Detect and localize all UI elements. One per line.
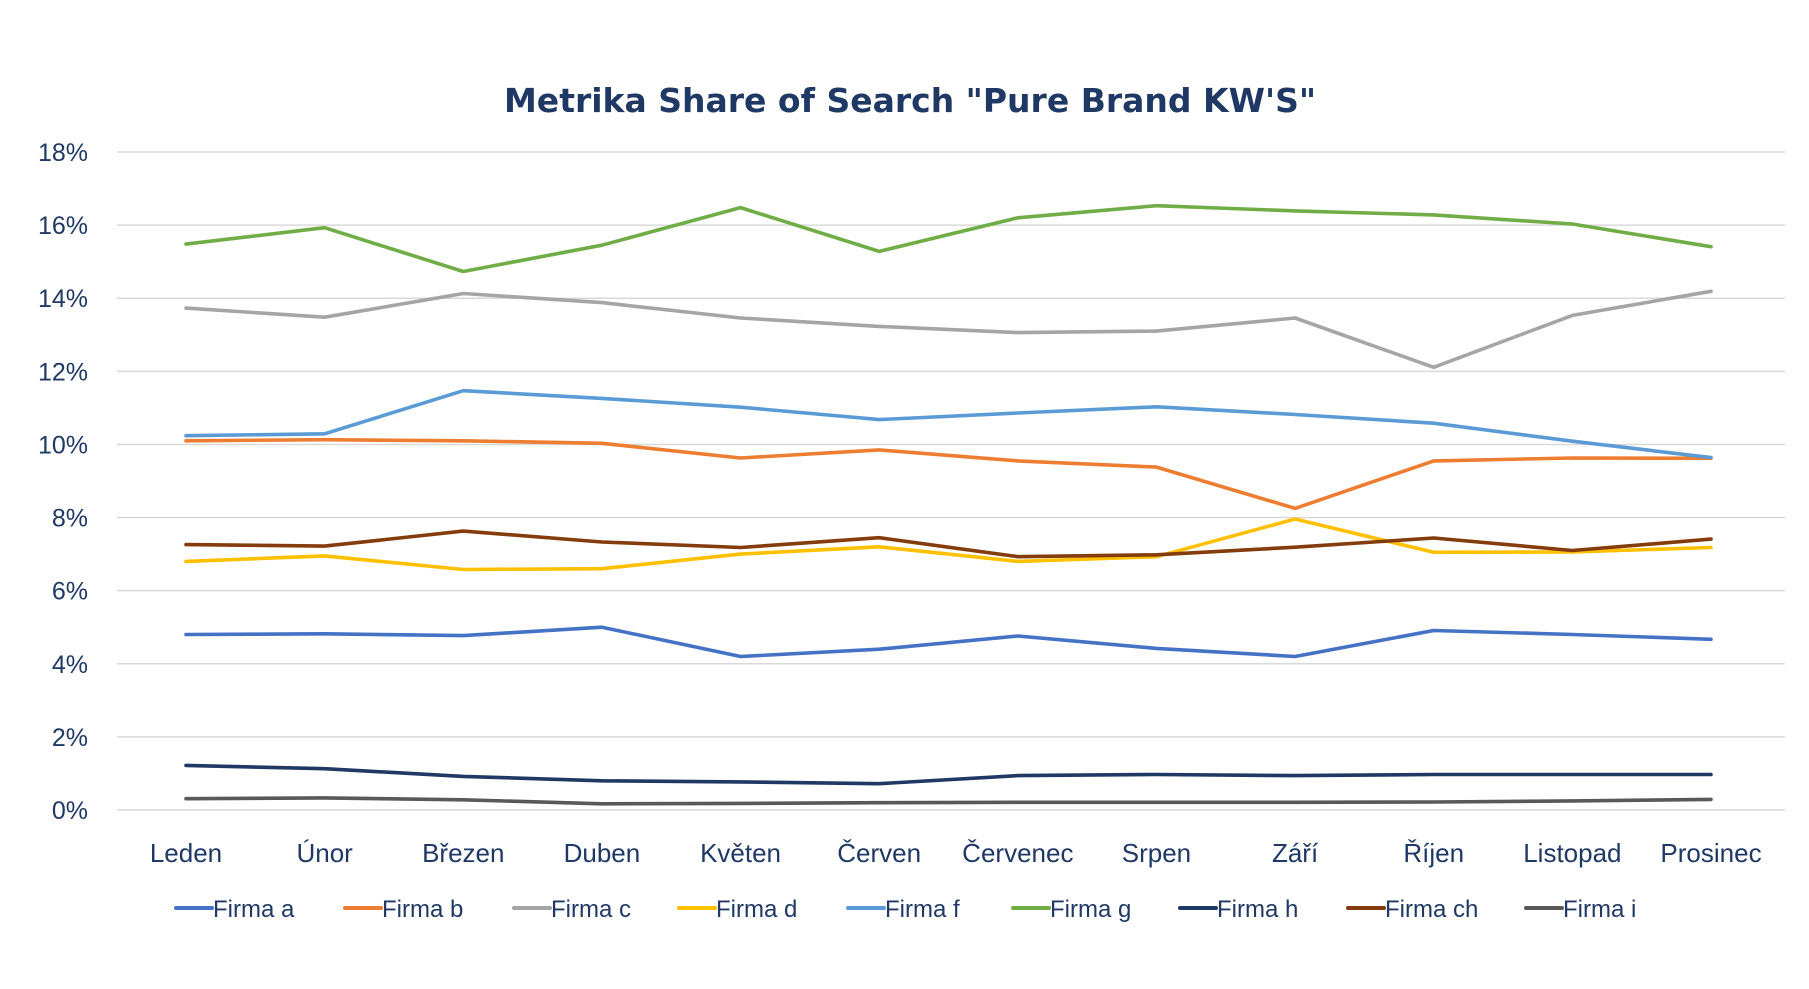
- legend-item: Firma a: [174, 896, 295, 923]
- legend-label: Firma g: [1050, 896, 1131, 923]
- x-tick-label: Říjen: [1403, 838, 1464, 868]
- legend-item: Firma i: [1524, 896, 1636, 923]
- series-line-firma-d: [184, 517, 1713, 572]
- series-line-firma-ch: [184, 529, 1713, 559]
- x-tick-label: Květen: [700, 838, 781, 868]
- x-tick-label: Červenec: [962, 838, 1073, 868]
- legend-label: Firma ch: [1385, 896, 1478, 923]
- x-tick-label: Duben: [564, 838, 641, 868]
- y-tick-label: 14%: [38, 285, 88, 313]
- y-tick-label: 10%: [38, 431, 88, 459]
- x-tick-label: Srpen: [1122, 838, 1191, 868]
- legend-label: Firma b: [382, 896, 463, 923]
- series-line-firma-i: [184, 796, 1713, 806]
- chart-title: Metrika Share of Search "Pure Brand KW'S…: [504, 81, 1316, 120]
- legend-item: Firma ch: [1346, 896, 1478, 923]
- x-tick-label: Březen: [422, 838, 504, 868]
- series-line-firma-f: [184, 388, 1713, 460]
- y-tick-label: 0%: [52, 797, 88, 825]
- x-axis-ticks: Leden Únor Březen Duben Květen Červen Červenec…: [150, 838, 1762, 868]
- x-tick-label: Leden: [150, 838, 222, 868]
- series-line-firma-h: [184, 763, 1713, 786]
- x-tick-label: Únor: [296, 838, 353, 868]
- legend-label: Firma a: [213, 896, 295, 923]
- y-axis-ticks: 0% 2% 4% 6% 8% 10% 12% 14% 16% 18%: [38, 139, 88, 825]
- legend-label: Firma f: [885, 896, 960, 923]
- legend-item: Firma g: [1011, 896, 1131, 923]
- legend: Firma a Firma b Firma c Firma d Firma f Firma…: [174, 896, 1636, 923]
- x-tick-label: Prosinec: [1660, 838, 1761, 868]
- series-line-firma-g: [184, 203, 1713, 274]
- gridlines: [117, 151, 1785, 811]
- legend-label: Firma c: [551, 896, 631, 923]
- series-lines: [184, 203, 1713, 806]
- legend-item: Firma b: [343, 896, 463, 923]
- x-tick-label: Listopad: [1523, 838, 1621, 868]
- series-line-firma-c: [184, 289, 1713, 370]
- legend-item: Firma f: [846, 896, 960, 923]
- legend-item: Firma d: [677, 896, 797, 923]
- y-tick-label: 18%: [38, 139, 88, 167]
- y-tick-label: 4%: [52, 651, 88, 679]
- x-tick-label: Září: [1272, 838, 1319, 868]
- series-line-firma-b: [184, 437, 1713, 511]
- legend-label: Firma i: [1563, 896, 1636, 923]
- y-tick-label: 16%: [38, 212, 88, 240]
- x-tick-label: Červen: [837, 838, 921, 868]
- legend-item: Firma c: [512, 896, 631, 923]
- legend-item: Firma h: [1178, 896, 1298, 923]
- y-tick-label: 2%: [52, 724, 88, 752]
- legend-label: Firma d: [716, 896, 797, 923]
- series-line-firma-a: [184, 625, 1713, 659]
- legend-label: Firma h: [1217, 896, 1298, 923]
- y-tick-label: 12%: [38, 358, 88, 386]
- y-tick-label: 8%: [52, 505, 88, 533]
- y-tick-label: 6%: [52, 578, 88, 606]
